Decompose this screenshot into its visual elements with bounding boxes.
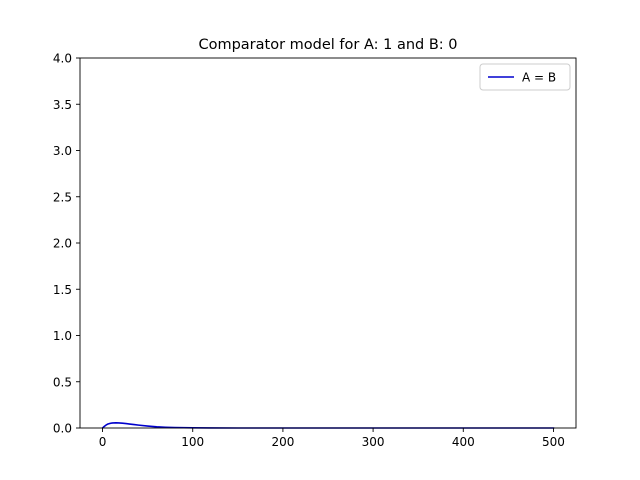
y-tick-label: 2.0 <box>53 237 72 251</box>
y-tick-label: 0.0 <box>53 422 72 436</box>
legend: A = B <box>479 63 571 91</box>
axes-layer: 0 100 200 300 400 500 0.0 0.5 1.0 1.5 2.0 2.5 3.0 3.5… <box>53 52 577 449</box>
x-tick-label: 100 <box>181 435 204 449</box>
x-tick-label: 500 <box>542 435 565 449</box>
y-tick-label: 0.5 <box>53 375 72 389</box>
chart-title: Comparator model for A: 1 and B: 0 <box>198 37 457 53</box>
y-tick-label: 1.5 <box>53 283 72 297</box>
y-tick-label: 1.0 <box>53 329 72 343</box>
plot-area <box>80 58 576 428</box>
x-tick-label: 300 <box>362 435 385 449</box>
x-tick-label: 400 <box>452 435 475 449</box>
y-tick-label: 4.0 <box>53 52 72 66</box>
x-tick-label: 200 <box>271 435 294 449</box>
y-tick-label: 3.0 <box>53 144 72 158</box>
legend-label: A = B <box>522 71 556 85</box>
legend-box <box>479 63 571 91</box>
y-tick-label: 2.5 <box>53 190 72 204</box>
x-tick-label: 0 <box>99 435 107 449</box>
y-tick-label: 3.5 <box>53 98 72 112</box>
